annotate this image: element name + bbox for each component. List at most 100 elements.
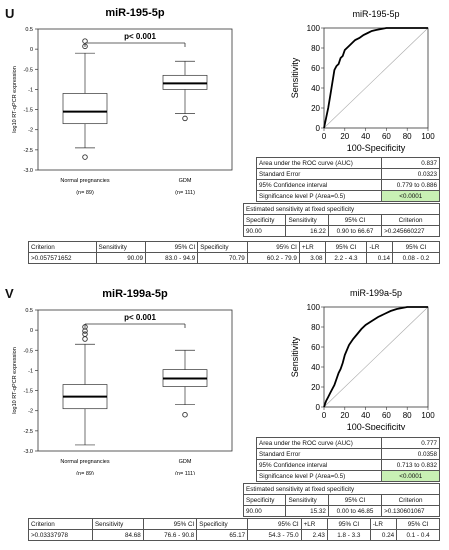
cell: >0.03337978 xyxy=(28,529,93,541)
cell: 15.32 xyxy=(285,505,329,517)
fixed-spec-table-u: Estimated sensitivity at fixed specifici… xyxy=(242,203,440,237)
box xyxy=(162,74,208,90)
cell: 1.8 - 3.3 xyxy=(326,529,371,541)
cell: 2.2 - 4.3 xyxy=(324,252,368,264)
col-header: 95% CI xyxy=(246,241,300,253)
y-tick-label: 0.5 xyxy=(25,308,33,314)
col-header: 95% CI xyxy=(396,518,440,530)
p-value-annotation: p< 0.001 xyxy=(124,32,156,41)
y-tick-label: 0 xyxy=(316,124,321,133)
auc-label: Area under the ROC curve (AUC) xyxy=(255,437,383,449)
roc-curve-line xyxy=(323,27,428,129)
se-label: Standard Error xyxy=(255,168,383,180)
group-n-label: (n= 111) xyxy=(175,471,195,475)
col-header: Criterion xyxy=(381,214,440,226)
cell: >0.245660227 xyxy=(381,225,440,237)
outlier-point xyxy=(82,331,88,337)
group-n-label: (n= 89) xyxy=(76,471,94,475)
fixed-spec-title: Estimated sensitivity at fixed specifici… xyxy=(243,203,440,215)
x-tick-label: 80 xyxy=(403,411,412,420)
box xyxy=(62,93,108,125)
auc-table-v: Area under the ROC curve (AUC) 0.777 Stan… xyxy=(255,437,440,482)
p-value: <0.0001 xyxy=(381,190,440,202)
group-n-label: (n= 111) xyxy=(175,190,195,196)
se-value: 0.0323 xyxy=(381,168,440,180)
cell: 65.17 xyxy=(196,529,249,541)
col-header: Sensitivity xyxy=(285,494,329,506)
x-tick-label: 80 xyxy=(403,132,412,141)
cell: 54.3 - 75.0 xyxy=(247,529,302,541)
y-tick-label: 60 xyxy=(311,64,320,73)
panel-label: U xyxy=(5,6,15,21)
cell: 0.1 - 0.4 xyxy=(396,529,440,541)
roc-x-axis-label: 100-Specificity xyxy=(347,422,406,430)
x-tick-label: 0 xyxy=(322,132,327,141)
cell: 0.24 xyxy=(369,529,398,541)
outlier-point xyxy=(82,328,88,334)
reference-diagonal xyxy=(323,306,429,408)
criterion-table-v: Criterion Sensitivity 95% CI Specificity… xyxy=(28,518,440,541)
outlier-point xyxy=(82,336,88,342)
y-axis-label: log10 RT-qPCR expression xyxy=(12,66,18,133)
col-header: 95% CI xyxy=(327,494,383,506)
col-header: 95% CI xyxy=(327,214,383,226)
plot-frame xyxy=(37,28,233,171)
roc-curve-u: miR-195-5p 00 20 20 40 40 60 60 80 80 100 100 100-Sp… xyxy=(290,9,435,153)
col-header: +LR xyxy=(300,518,328,530)
ci-value: 0.713 to 0.832 xyxy=(381,459,440,471)
boxplot-title: miR-195-5p xyxy=(105,7,165,19)
y-tick-label: -3.0 xyxy=(24,168,33,174)
cell: 84.68 xyxy=(91,529,144,541)
y-tick-label: 60 xyxy=(311,343,320,352)
col-header: Sensitivity xyxy=(285,214,329,226)
y-tick-label: -2.5 xyxy=(24,429,33,435)
y-tick-label: -1 xyxy=(28,87,33,93)
cell: 90.09 xyxy=(95,252,147,264)
group-label: GDM xyxy=(179,178,192,184)
group-label: Normal pregnancies xyxy=(60,178,109,184)
plot-frame xyxy=(37,309,233,452)
cell: 70.79 xyxy=(197,252,248,264)
y-tick-label: -1 xyxy=(28,368,33,374)
cell: 16.22 xyxy=(285,225,329,237)
cell: 0.08 - 0.2 xyxy=(391,252,441,264)
roc-curve-line xyxy=(323,306,428,408)
col-header: Criterion xyxy=(381,494,440,506)
col-header: Sensitivity xyxy=(95,241,147,253)
x-tick-label: 60 xyxy=(382,132,391,141)
y-tick-label: 80 xyxy=(311,44,320,53)
y-tick-label: -0.5 xyxy=(24,348,33,354)
x-tick-label: 20 xyxy=(340,411,349,420)
cell: 76.6 - 90.8 xyxy=(142,529,198,541)
panel-label: V xyxy=(5,286,14,301)
y-axis-label: log10 RT-qPCR expression xyxy=(12,347,18,414)
cell: >0.057571652 xyxy=(28,252,97,264)
p-label: Significance level P (Area=0.5) xyxy=(255,190,383,202)
auc-label: Area under the ROC curve (AUC) xyxy=(255,157,383,169)
se-value: 0.0358 xyxy=(381,448,440,460)
y-tick-label: 40 xyxy=(311,84,320,93)
criterion-table-u: Criterion Sensitivity 95% CI Specificity… xyxy=(28,241,441,264)
col-header: 95% CI xyxy=(391,241,441,253)
roc-title: miR-199a-5p xyxy=(350,288,402,298)
y-tick-label: -1.5 xyxy=(24,389,33,395)
auc-value: 0.777 xyxy=(381,437,440,449)
cell: >0.130601067 xyxy=(381,505,440,517)
cell: 0.14 xyxy=(366,252,393,264)
roc-title: miR-195-5p xyxy=(352,9,399,19)
cell: 0.90 to 66.67 xyxy=(327,225,383,237)
ci-label: 95% Confidence interval xyxy=(255,179,383,191)
col-header: Specificity xyxy=(196,518,249,530)
col-header: Sensitivity xyxy=(91,518,144,530)
x-tick-label: 40 xyxy=(361,411,370,420)
group-label: GDM xyxy=(179,459,192,465)
cell: 90.00 xyxy=(242,225,287,237)
col-header: 95% CI xyxy=(324,241,368,253)
col-header: 95% CI xyxy=(326,518,371,530)
x-tick-label: 20 xyxy=(340,132,349,141)
x-tick-label: 0 xyxy=(322,411,327,420)
x-tick-label: 60 xyxy=(382,411,391,420)
outlier-point xyxy=(82,154,88,160)
y-tick-label: -2 xyxy=(28,128,33,134)
cell: 60.2 - 79.9 xyxy=(246,252,300,264)
